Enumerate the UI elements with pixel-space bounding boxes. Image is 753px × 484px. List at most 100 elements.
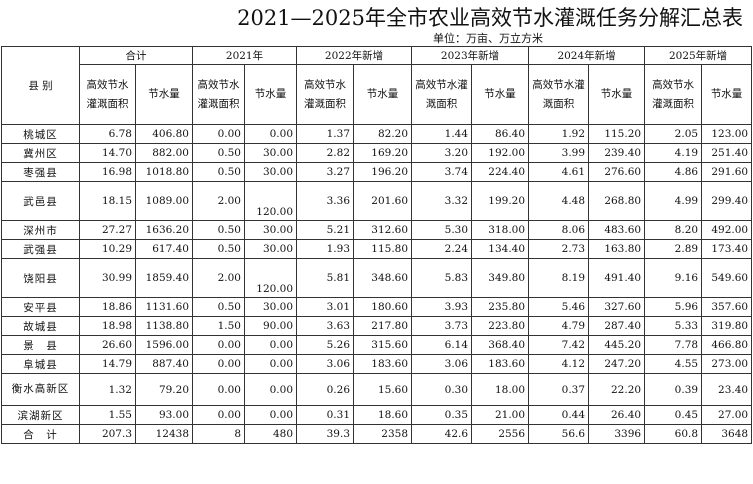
area-cell: 26.60 bbox=[79, 335, 136, 355]
area-cell: 42.6 bbox=[411, 424, 473, 444]
water-cell: 134.40 bbox=[471, 239, 530, 259]
county-cell: 武邑县 bbox=[1, 181, 80, 221]
area-cell: 8.19 bbox=[528, 258, 590, 298]
water-cell: 368.40 bbox=[471, 335, 530, 355]
water-cell: 93.00 bbox=[135, 405, 193, 425]
water-cell: 348.60 bbox=[353, 258, 413, 298]
water-cell: 887.40 bbox=[135, 354, 193, 374]
water-cell: 318.00 bbox=[471, 220, 530, 240]
area-cell: 10.29 bbox=[79, 239, 136, 259]
county-cell: 滨湖新区 bbox=[1, 405, 80, 425]
area-cell: 0.50 bbox=[192, 220, 245, 240]
area-cell: 5.96 bbox=[644, 297, 703, 317]
area-cell: 3.74 bbox=[411, 162, 473, 182]
area-cell: 6.78 bbox=[79, 124, 136, 144]
water-cell: 79.20 bbox=[135, 373, 193, 406]
area-cell: 16.98 bbox=[79, 162, 136, 182]
water-cell: 549.60 bbox=[701, 258, 753, 298]
area-cell: 6.14 bbox=[411, 335, 473, 355]
water-cell: 12438 bbox=[135, 424, 193, 444]
table-row: 滨湖新区 1.55 93.00 0.00 0.00 0.31 18.60 0.35 21.00 0… bbox=[1, 405, 753, 425]
area-cell: 3.36 bbox=[296, 181, 355, 221]
area-cell: 1.50 bbox=[192, 316, 245, 336]
area-cell: 4.79 bbox=[528, 316, 590, 336]
water-cell: 327.60 bbox=[588, 297, 646, 317]
water-cell: 115.80 bbox=[353, 239, 413, 259]
water-cell: 406.80 bbox=[135, 124, 193, 144]
header-county: 县 别 bbox=[1, 46, 80, 125]
area-cell: 5.81 bbox=[296, 258, 355, 298]
area-cell: 39.3 bbox=[296, 424, 355, 444]
area-cell: 0.00 bbox=[192, 335, 245, 355]
area-cell: 1.32 bbox=[79, 373, 136, 406]
water-cell: 120.00 bbox=[243, 181, 298, 221]
header-area: 高效节水灌溉面积 bbox=[411, 64, 473, 125]
header-group-total: 合计 bbox=[79, 46, 193, 65]
water-cell: 199.20 bbox=[471, 181, 530, 221]
area-cell: 8 bbox=[192, 424, 245, 444]
water-cell: 173.40 bbox=[701, 239, 753, 259]
water-cell: 1859.40 bbox=[135, 258, 193, 298]
area-cell: 1.55 bbox=[79, 405, 136, 425]
water-cell: 115.20 bbox=[588, 124, 646, 144]
header-group-2024: 2024年新增 bbox=[528, 46, 646, 65]
table-row: 枣强县 16.98 1018.80 0.50 30.00 3.27 196.20 3.74 22… bbox=[1, 162, 753, 182]
county-cell: 桃城区 bbox=[1, 124, 80, 144]
area-cell: 0.45 bbox=[644, 405, 703, 425]
water-cell: 276.60 bbox=[588, 162, 646, 182]
area-cell: 2.24 bbox=[411, 239, 473, 259]
water-cell: 0.00 bbox=[243, 124, 298, 144]
water-cell: 268.80 bbox=[588, 181, 646, 221]
area-cell: 4.12 bbox=[528, 354, 590, 374]
water-cell: 1596.00 bbox=[135, 335, 193, 355]
header-group-2022: 2022年新增 bbox=[296, 46, 413, 65]
area-cell: 5.46 bbox=[528, 297, 590, 317]
area-cell: 4.48 bbox=[528, 181, 590, 221]
area-cell: 1.37 bbox=[296, 124, 355, 144]
water-cell: 22.20 bbox=[588, 373, 646, 406]
water-cell: 315.60 bbox=[353, 335, 413, 355]
area-cell: 8.06 bbox=[528, 220, 590, 240]
summary-table: 县 别 合计 2021年 2022年新增 2023年新增 2024年新增 202… bbox=[1, 46, 753, 444]
water-cell: 123.00 bbox=[701, 124, 753, 144]
water-cell: 2358 bbox=[353, 424, 413, 444]
table-row: 深州市 27.27 1636.20 0.50 30.00 5.21 312.60 5.30 31… bbox=[1, 220, 753, 240]
area-cell: 5.83 bbox=[411, 258, 473, 298]
area-cell: 3.93 bbox=[411, 297, 473, 317]
area-cell: 0.00 bbox=[192, 354, 245, 374]
table-row: 冀州区 14.70 882.00 0.50 30.00 2.82 169.20 3.20 192… bbox=[1, 143, 753, 163]
water-cell: 235.80 bbox=[471, 297, 530, 317]
header-area: 高效节水灌溉面积 bbox=[79, 64, 136, 125]
water-cell: 287.40 bbox=[588, 316, 646, 336]
water-cell: 3648 bbox=[701, 424, 753, 444]
header-water: 节水量 bbox=[353, 64, 413, 125]
area-cell: 56.6 bbox=[528, 424, 590, 444]
header-water: 节水量 bbox=[243, 64, 298, 125]
header-area: 高效节水灌溉面积 bbox=[192, 64, 245, 125]
county-cell: 故城县 bbox=[1, 316, 80, 336]
area-cell: 1.92 bbox=[528, 124, 590, 144]
area-cell: 2.89 bbox=[644, 239, 703, 259]
area-cell: 3.27 bbox=[296, 162, 355, 182]
water-cell: 224.40 bbox=[471, 162, 530, 182]
county-cell: 深州市 bbox=[1, 220, 80, 240]
water-cell: 26.40 bbox=[588, 405, 646, 425]
area-cell: 3.06 bbox=[296, 354, 355, 374]
area-cell: 7.42 bbox=[528, 335, 590, 355]
water-cell: 312.60 bbox=[353, 220, 413, 240]
header-row-groups: 县 别 合计 2021年 2022年新增 2023年新增 2024年新增 202… bbox=[1, 46, 753, 125]
county-cell: 合 计 bbox=[1, 424, 80, 444]
area-cell: 60.8 bbox=[644, 424, 703, 444]
water-cell: 299.40 bbox=[701, 181, 753, 221]
water-cell: 30.00 bbox=[243, 220, 298, 240]
header-water: 节水量 bbox=[471, 64, 530, 125]
table-row: 故城县 18.98 1138.80 1.50 90.00 3.63 217.80 3.73 22… bbox=[1, 316, 753, 336]
table-row: 景 县 26.60 1596.00 0.00 0.00 5.26 315.60 6.14 368… bbox=[1, 335, 753, 355]
area-cell: 18.15 bbox=[79, 181, 136, 221]
water-cell: 0.00 bbox=[243, 335, 298, 355]
water-cell: 183.60 bbox=[353, 354, 413, 374]
water-cell: 2556 bbox=[471, 424, 530, 444]
county-cell: 冀州区 bbox=[1, 143, 80, 163]
area-cell: 0.50 bbox=[192, 143, 245, 163]
area-cell: 30.99 bbox=[79, 258, 136, 298]
